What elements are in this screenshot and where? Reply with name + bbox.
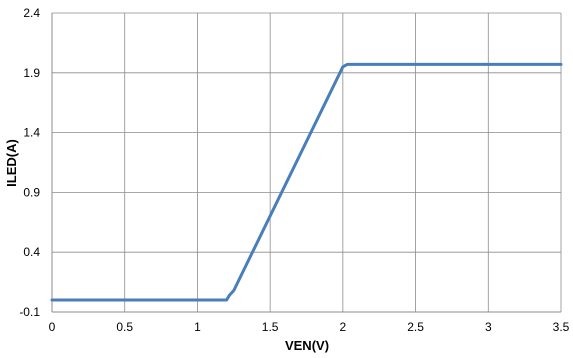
x-tick-label: 0 xyxy=(49,320,56,334)
y-tick-label: -0.1 xyxy=(19,305,40,319)
x-tick-label: 3.5 xyxy=(553,320,570,334)
series-line xyxy=(50,62,563,302)
chart-tick-labels: 0 0.5 1 1.5 2 2.5 3 3.5 -0.1 0.4 0.9 1.4 1.9 2.4 xyxy=(19,6,569,334)
chart-series xyxy=(50,62,563,302)
y-tick-label: 0.9 xyxy=(23,185,40,199)
y-axis-title: ILED(A) xyxy=(4,139,19,187)
x-tick-label: 0.5 xyxy=(116,320,133,334)
x-tick-label: 1 xyxy=(194,320,201,334)
chart-axes xyxy=(51,13,561,313)
y-tick-label: 0.4 xyxy=(23,245,40,259)
chart-grid xyxy=(51,12,562,313)
y-tick-label: 2.4 xyxy=(23,6,40,20)
x-axis-title: VEN(V) xyxy=(285,338,329,353)
x-tick-label: 3 xyxy=(485,320,492,334)
x-tick-label: 1.5 xyxy=(262,320,279,334)
y-tick-label: 1.9 xyxy=(23,66,40,80)
x-tick-label: 2 xyxy=(340,320,347,334)
y-tick-label: 1.4 xyxy=(23,126,40,140)
x-tick-label: 2.5 xyxy=(407,320,424,334)
